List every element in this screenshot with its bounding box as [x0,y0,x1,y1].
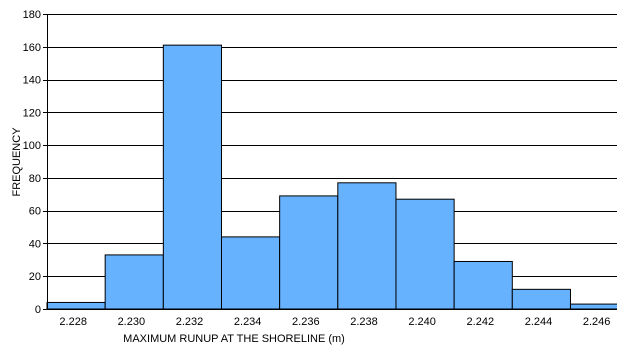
y-tick-labels: 0 20 40 60 80 100 120 140 160 180 [23,9,41,316]
histogram-bar [220,236,281,310]
histogram-bar [104,254,164,310]
x-tick-label: 2.244 [525,316,553,328]
histogram-bar [46,301,106,310]
x-tick-label: 2.238 [350,316,378,328]
x-tick-label: 2.230 [118,316,146,328]
y-tick-label: 120 [23,107,41,119]
x-tick-label: 2.232 [176,316,204,328]
x-tick-label: 2.240 [408,316,436,328]
y-tick-label: 140 [23,75,41,87]
histogram-bar [395,198,455,310]
y-tick-label: 180 [23,9,41,21]
y-axis-label: FREQUENCY [11,127,23,197]
gridlines [47,14,617,277]
histogram-bar [162,44,222,310]
y-tick-label: 20 [29,271,41,283]
bars [46,44,617,310]
y-tick-label: 80 [29,173,41,185]
x-tick-label: 2.236 [292,316,320,328]
histogram-bar [453,260,513,310]
x-tick-label: 2.246 [583,316,611,328]
histogram-bar [569,303,617,310]
y-tick-label: 100 [23,140,41,152]
x-tick-label: 2.234 [234,316,262,328]
y-tick-label: 0 [35,304,41,316]
histogram-bar [511,288,571,310]
x-tick-labels: 2.228 2.230 2.232 2.234 2.236 2.238 2.240 2.242… [59,316,610,328]
y-tick-label: 60 [29,206,41,218]
y-tick-label: 160 [23,42,41,54]
histogram-bar [279,195,339,310]
histogram-bar [337,182,397,310]
x-tick-label: 2.242 [467,316,495,328]
x-tick-label: 2.228 [59,316,87,328]
y-tick-label: 40 [29,238,41,250]
x-axis-label: MAXIMUM RUNUP AT THE SHORELINE (m) [123,333,345,345]
axes [43,14,617,310]
